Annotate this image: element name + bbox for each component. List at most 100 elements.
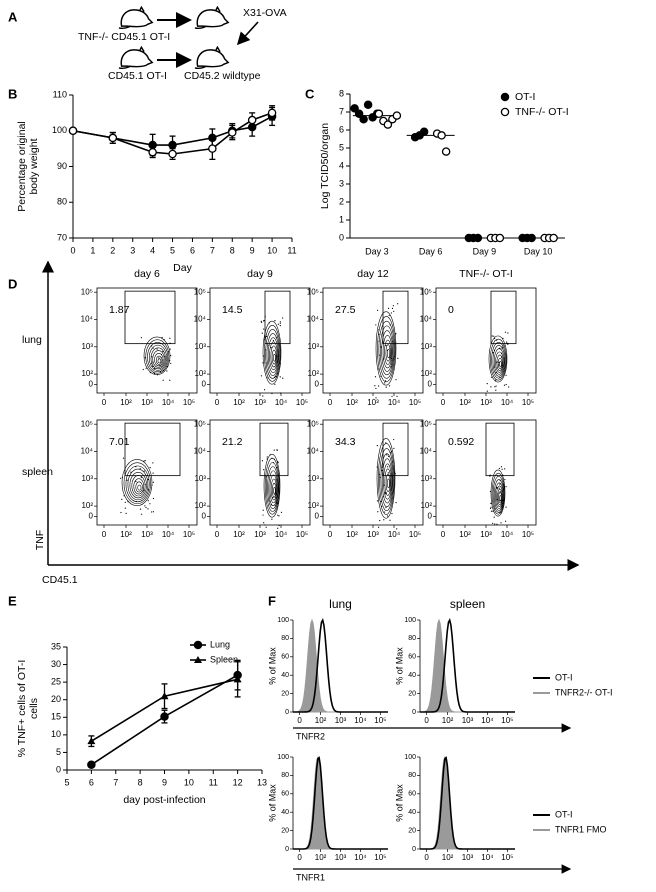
y-tick-label: 10⁵ — [81, 419, 93, 428]
event-dot — [393, 465, 395, 467]
event-dot — [130, 471, 132, 473]
event-dot — [490, 386, 492, 388]
event-dot — [149, 503, 151, 505]
event-dot — [135, 465, 137, 468]
event-dot — [391, 395, 393, 397]
event-dot — [279, 322, 281, 324]
y-tick-label: 10⁴ — [81, 447, 94, 456]
y-tick-label: 10⁴ — [194, 315, 207, 324]
event-dot — [389, 348, 391, 350]
event-dot — [161, 336, 163, 339]
x-tick-label: 6 — [190, 245, 195, 255]
event-dot — [271, 518, 273, 520]
event-dot — [489, 507, 492, 510]
marker — [473, 233, 483, 243]
histogram-ot-i — [420, 617, 515, 713]
y-tick-label: 70 — [57, 232, 67, 242]
marker — [383, 120, 393, 129]
gate — [264, 290, 291, 345]
y-tick-label: 5 — [339, 142, 344, 152]
event-dot — [499, 499, 501, 501]
event-dot — [144, 483, 146, 486]
event-dot — [508, 386, 510, 388]
event-dot — [272, 462, 275, 464]
virus-label: X31-OVA — [243, 7, 287, 19]
event-dot — [147, 508, 149, 510]
x-tick-label: 10⁵ — [409, 398, 421, 407]
event-dot — [261, 321, 263, 324]
x-tick-label: 10³ — [367, 398, 379, 407]
y-tick-label: 20 — [408, 690, 416, 697]
event-dot — [143, 460, 145, 462]
panel-letter: C — [305, 86, 315, 101]
x-tick-label: 10⁴ — [481, 716, 494, 725]
legend-label: OT-I — [515, 91, 535, 103]
donor-label: TNF-/- CD45.1 OT-I — [78, 31, 170, 43]
event-dot — [377, 526, 380, 528]
x-tick-label: 0 — [102, 398, 107, 407]
contour — [381, 458, 393, 504]
event-dot — [383, 484, 385, 486]
x-tick-label: 0 — [328, 398, 333, 407]
event-dot — [127, 501, 129, 503]
event-dot — [277, 490, 279, 492]
column-title: TNF-/- OT-I — [459, 268, 513, 280]
event-dot — [386, 515, 389, 517]
event-dot — [273, 449, 275, 451]
x-tick-label: 8 — [138, 777, 143, 787]
event-dot — [169, 337, 171, 339]
event-dot — [492, 510, 494, 512]
y-tick-label: 10² — [307, 501, 319, 510]
legend-label: OT-I — [555, 809, 573, 819]
gate-percent: 27.5 — [335, 304, 356, 316]
x-tick-label: 0 — [441, 398, 446, 407]
event-dot — [170, 362, 172, 365]
event-dot — [153, 368, 155, 370]
event-dot — [505, 383, 507, 386]
gate-percent: 14.5 — [222, 304, 243, 316]
contour — [123, 462, 151, 505]
event-dot — [275, 337, 277, 339]
contour — [378, 320, 395, 379]
gate — [490, 290, 517, 345]
y-tick-label: 0 — [285, 846, 289, 853]
event-dot — [386, 454, 388, 456]
x-tick-label: 0 — [424, 853, 429, 862]
event-dot — [261, 332, 263, 334]
column-title: day 12 — [357, 268, 389, 280]
contour — [129, 471, 147, 499]
event-dot — [394, 473, 397, 475]
arrow — [236, 21, 259, 46]
x-tick-label: 10² — [233, 398, 245, 407]
x-tick-label: 10³ — [141, 398, 153, 407]
event-dot — [393, 472, 396, 474]
event-dot — [145, 506, 147, 509]
marker — [247, 115, 257, 125]
contour — [265, 329, 280, 379]
contour — [379, 325, 394, 376]
x-tick-label: 0 — [297, 853, 302, 862]
event-dot — [494, 523, 496, 525]
event-dot — [381, 469, 383, 472]
event-dot — [486, 390, 488, 392]
event-dot — [265, 335, 268, 338]
event-dot — [276, 449, 278, 451]
event-dot — [389, 452, 391, 454]
row-label: lung — [22, 334, 42, 346]
gate-percent: 0 — [448, 304, 454, 316]
y-tick-label: 10² — [81, 369, 93, 378]
x-axis-label: TNFR1 — [296, 872, 325, 882]
event-dot — [389, 324, 391, 326]
x-tick-label: 10⁵ — [522, 398, 534, 407]
event-dot — [384, 511, 386, 513]
event-dot — [273, 458, 276, 460]
event-dot — [500, 522, 502, 524]
event-dot — [274, 320, 276, 322]
marker — [350, 104, 359, 113]
event-dot — [265, 476, 267, 478]
event-dot — [262, 328, 265, 330]
event-dot — [374, 385, 376, 387]
y-tick-label: 10³ — [307, 474, 319, 483]
contour — [271, 349, 277, 365]
y-tick-label: 35 — [51, 641, 61, 651]
